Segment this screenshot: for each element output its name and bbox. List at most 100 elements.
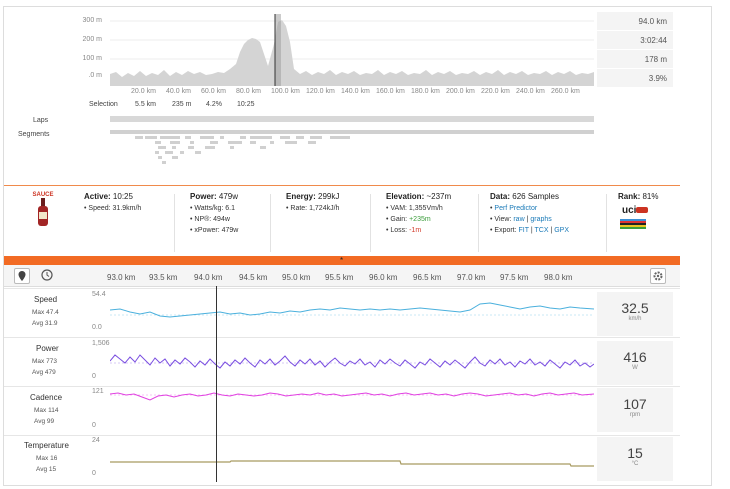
summary-grade: 3.9%: [597, 69, 673, 88]
elev-x-tick: 20.0 km: [131, 88, 156, 95]
timeline-x-tick: 96.5 km: [413, 273, 442, 282]
stream-bottom-label: 0: [92, 373, 96, 380]
stream-value-box: 32.5 km/h: [597, 292, 673, 336]
elevation-overview[interactable]: [110, 14, 594, 86]
power-xpower: • xPower: 479w: [190, 227, 239, 234]
stream-name: Speed: [34, 295, 58, 304]
stream-unit: rpm: [629, 412, 641, 418]
elevation-area: [110, 20, 594, 86]
elev-x-tick: 200.0 km: [446, 88, 475, 95]
timeline-x-tick: 97.5 km: [500, 273, 529, 282]
elev-x-tick: 60.0 km: [201, 88, 226, 95]
stream-avg: Avg 99: [34, 418, 55, 425]
timeline-toolbar: [4, 265, 680, 287]
resize-grip-icon: *: [340, 256, 344, 265]
gear-icon: [653, 271, 663, 281]
rank-title: Rank:: [618, 192, 641, 201]
timeline-x-tick: 95.0 km: [282, 273, 311, 282]
speed-line: [110, 302, 594, 318]
sauce-bottle-icon: [38, 198, 48, 226]
timeline-x-tick: 96.0 km: [369, 273, 398, 282]
view-raw-link[interactable]: raw: [513, 216, 525, 223]
data-title: Data:: [490, 192, 511, 201]
stream-name: Temperature: [24, 441, 69, 450]
stream-top-label: 24: [92, 437, 100, 444]
divider: [478, 194, 479, 252]
stream-bottom-label: 0: [92, 422, 96, 429]
stream-avg: Avg 15: [36, 466, 57, 473]
active-speed: • Speed: 31.9km/h: [84, 205, 142, 212]
data-section: Data: 626 Samples • Perf Predictor • Vie…: [490, 192, 569, 234]
elevation-loss: • Loss: -1m: [386, 227, 451, 234]
segments-track[interactable]: [110, 128, 594, 168]
data-value: 626 Samples: [512, 192, 559, 201]
power-chart[interactable]: [110, 341, 594, 385]
stream-divider: [4, 337, 680, 338]
stream-bottom-label: 0: [92, 470, 96, 477]
timeline-x-tick: 97.0 km: [457, 273, 486, 282]
stream-unit: W: [632, 365, 638, 371]
divider: [606, 194, 607, 252]
power-watts-kg: • Watts/kg: 6.1: [190, 205, 235, 212]
loss-label: • Loss:: [386, 227, 408, 234]
export-tcx-link[interactable]: TCX: [534, 227, 549, 234]
settings-button[interactable]: [650, 268, 666, 284]
energy-title: Energy:: [286, 192, 316, 201]
timeline-cursor[interactable]: [216, 286, 217, 482]
selection-grade: 4.2%: [206, 101, 222, 108]
stream-value: 107: [623, 396, 647, 412]
elev-y-tick: 200 m: [82, 36, 102, 43]
export-fit-link[interactable]: FIT: [518, 227, 529, 234]
map-pin-button[interactable]: [14, 268, 30, 284]
elev-y-tick: 300 m: [82, 17, 102, 24]
temperature-chart[interactable]: [110, 437, 594, 481]
view-graphs-link[interactable]: graphs: [530, 216, 552, 223]
perf-predictor-link[interactable]: Perf Predictor: [494, 205, 538, 212]
uci-badge: uci: [618, 205, 648, 229]
stream-value-box: 15 °C: [597, 437, 673, 481]
export-gpx-link[interactable]: GPX: [554, 227, 570, 234]
cadence-line: [110, 392, 594, 401]
elevation-title: Elevation:: [386, 192, 425, 201]
elev-y-tick: .0 m: [88, 72, 102, 79]
divider: [174, 194, 175, 252]
stream-divider: [4, 288, 680, 289]
power-value: 479w: [218, 192, 239, 201]
perf-predictor-row: • Perf Predictor: [490, 205, 538, 212]
activity-panel: [3, 6, 712, 486]
energy-rate: • Rate: 1,724kJ/h: [286, 205, 340, 212]
stream-divider: [4, 435, 680, 436]
resize-handle[interactable]: *: [4, 256, 680, 265]
elev-x-tick: 180.0 km: [411, 88, 440, 95]
laps-bar[interactable]: [110, 116, 594, 122]
power-line: [110, 354, 594, 369]
stream-avg: Avg 479: [32, 369, 56, 376]
gain-value: +235m: [409, 216, 431, 223]
stream-unit: km/h: [628, 316, 642, 322]
speed-chart[interactable]: [110, 292, 594, 336]
stats-panel: SAUCE Active: 10:25 • Speed: 31.9km/h Po…: [4, 185, 680, 258]
clock-button[interactable]: [40, 268, 54, 282]
selection-time: 10:25: [237, 101, 255, 108]
divider: [370, 194, 371, 252]
timeline-x-tick: 94.5 km: [239, 273, 268, 282]
timeline-x-tick: 94.0 km: [194, 273, 223, 282]
stream-avg: Avg 31.9: [32, 320, 58, 327]
elev-x-tick: 260.0 km: [551, 88, 580, 95]
elev-x-tick: 80.0 km: [236, 88, 261, 95]
energy-value: 299kJ: [318, 192, 340, 201]
stream-value: 32.5: [621, 300, 649, 316]
gain-label: • Gain:: [386, 216, 408, 223]
uci-text: uci: [622, 205, 637, 216]
stream-value-box: 107 rpm: [597, 388, 673, 432]
stream-top-label: 1,506: [92, 340, 110, 347]
elevation-section: Elevation: ~237m • VAM: 1,355Vm/h • Gain…: [386, 192, 451, 234]
loss-value: -1m: [409, 227, 422, 234]
stream-max: Max 16: [36, 455, 58, 462]
export-label: • Export:: [490, 227, 517, 234]
elevation-value: ~237m: [426, 192, 452, 201]
stream-top-label: 121: [92, 388, 104, 395]
selection-distance: 5.5 km: [135, 101, 157, 108]
cadence-chart[interactable]: [110, 388, 594, 432]
sauce-logo: SAUCE: [28, 192, 58, 233]
